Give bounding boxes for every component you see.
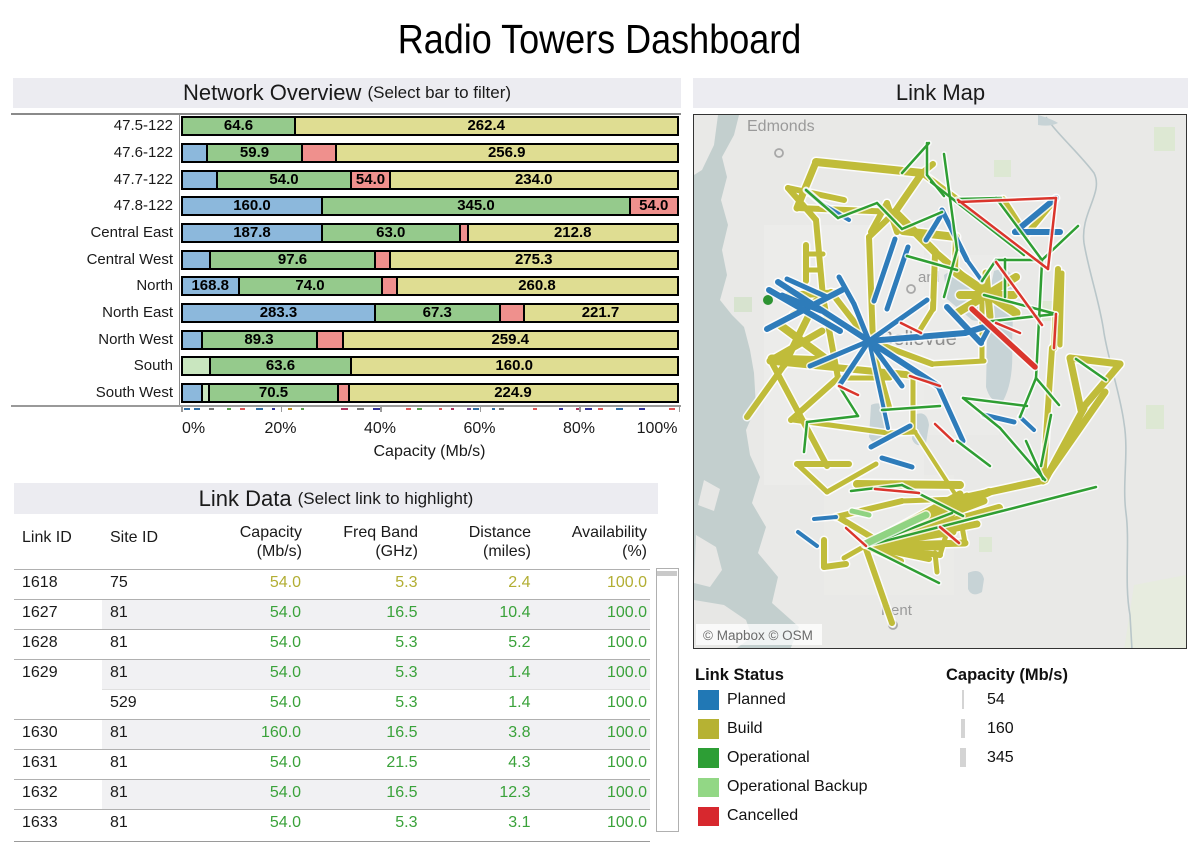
svg-text:© Mapbox © OSM: © Mapbox © OSM — [703, 628, 813, 643]
svg-text:Edmonds: Edmonds — [747, 118, 815, 135]
